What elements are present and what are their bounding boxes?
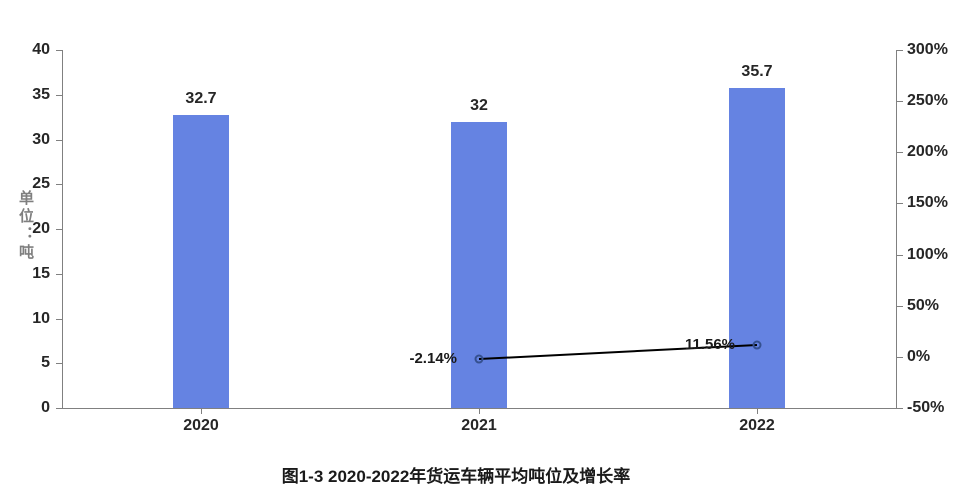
right-axis-tick-label: 100% <box>907 245 948 263</box>
right-axis-tick <box>897 50 903 51</box>
right-axis-tick-label: 250% <box>907 92 948 110</box>
left-axis-tick <box>56 94 62 96</box>
x-axis-category-label: 2021 <box>461 417 497 434</box>
right-axis-tick <box>897 254 903 256</box>
right-axis-tick-label: -50% <box>907 399 945 416</box>
right-axis-tick <box>897 203 903 205</box>
left-axis-tick-label: 35 <box>32 85 50 103</box>
right-axis-line <box>896 50 897 409</box>
left-axis-tick <box>56 50 62 51</box>
line-value-label: 11.56% <box>684 336 735 354</box>
right-axis-tick-label: 0% <box>907 347 931 365</box>
x-axis-tick <box>757 409 758 414</box>
right-axis-tick <box>897 356 903 358</box>
left-axis-line <box>62 50 63 409</box>
right-axis-tick <box>897 152 903 154</box>
right-axis-tick-label: 300% <box>907 41 948 58</box>
bar <box>729 88 785 408</box>
left-axis-tick <box>56 184 62 186</box>
line-value-label: -2.14% <box>409 350 457 368</box>
right-axis-tick <box>897 101 903 103</box>
combo-chart: 单位：吨 0 5 10 15 20 25 30 35 40 -50% 0% 50% 100% 150% 20… <box>17 41 948 434</box>
chart-caption: 图1-3 2020-2022年货运车辆平均吨位及增长率 <box>281 467 631 486</box>
left-axis-tick <box>56 229 62 230</box>
left-axis-tick-label: 20 <box>32 220 50 237</box>
left-axis-tick <box>56 363 62 365</box>
left-axis-tick <box>56 408 62 409</box>
x-axis-category-label: 2022 <box>739 417 775 434</box>
right-axis-tick-label: 50% <box>907 296 940 314</box>
x-axis-tick <box>479 409 480 414</box>
bar-value-label: 35.7 <box>741 63 773 81</box>
left-axis-tick <box>56 139 62 141</box>
left-axis-tick-label: 0 <box>41 399 50 416</box>
right-axis-tick <box>897 305 903 307</box>
left-axis-tick-label: 10 <box>32 309 50 327</box>
left-axis-tick-label: 5 <box>41 354 50 372</box>
right-axis-tick-label: 150% <box>907 194 948 212</box>
right-axis-tick <box>897 408 903 409</box>
left-axis-tick-label: 40 <box>32 41 50 58</box>
left-axis-tick <box>56 318 62 320</box>
right-axis-tick-label: 200% <box>907 143 948 161</box>
x-axis-tick <box>201 409 202 414</box>
bar-value-label: 32.7 <box>185 90 217 108</box>
left-axis-tick-label: 30 <box>32 130 50 148</box>
bar <box>173 115 229 408</box>
left-axis-tick-label: 25 <box>32 175 50 193</box>
x-axis-category-label: 2020 <box>183 417 219 434</box>
bar <box>451 121 507 408</box>
left-axis-tick <box>56 273 62 275</box>
left-axis-tick-label: 15 <box>32 264 50 282</box>
bar-value-label: 32 <box>470 96 488 114</box>
y-axis-unit-label: 单位：吨 <box>17 190 34 262</box>
x-axis-line <box>62 408 897 409</box>
